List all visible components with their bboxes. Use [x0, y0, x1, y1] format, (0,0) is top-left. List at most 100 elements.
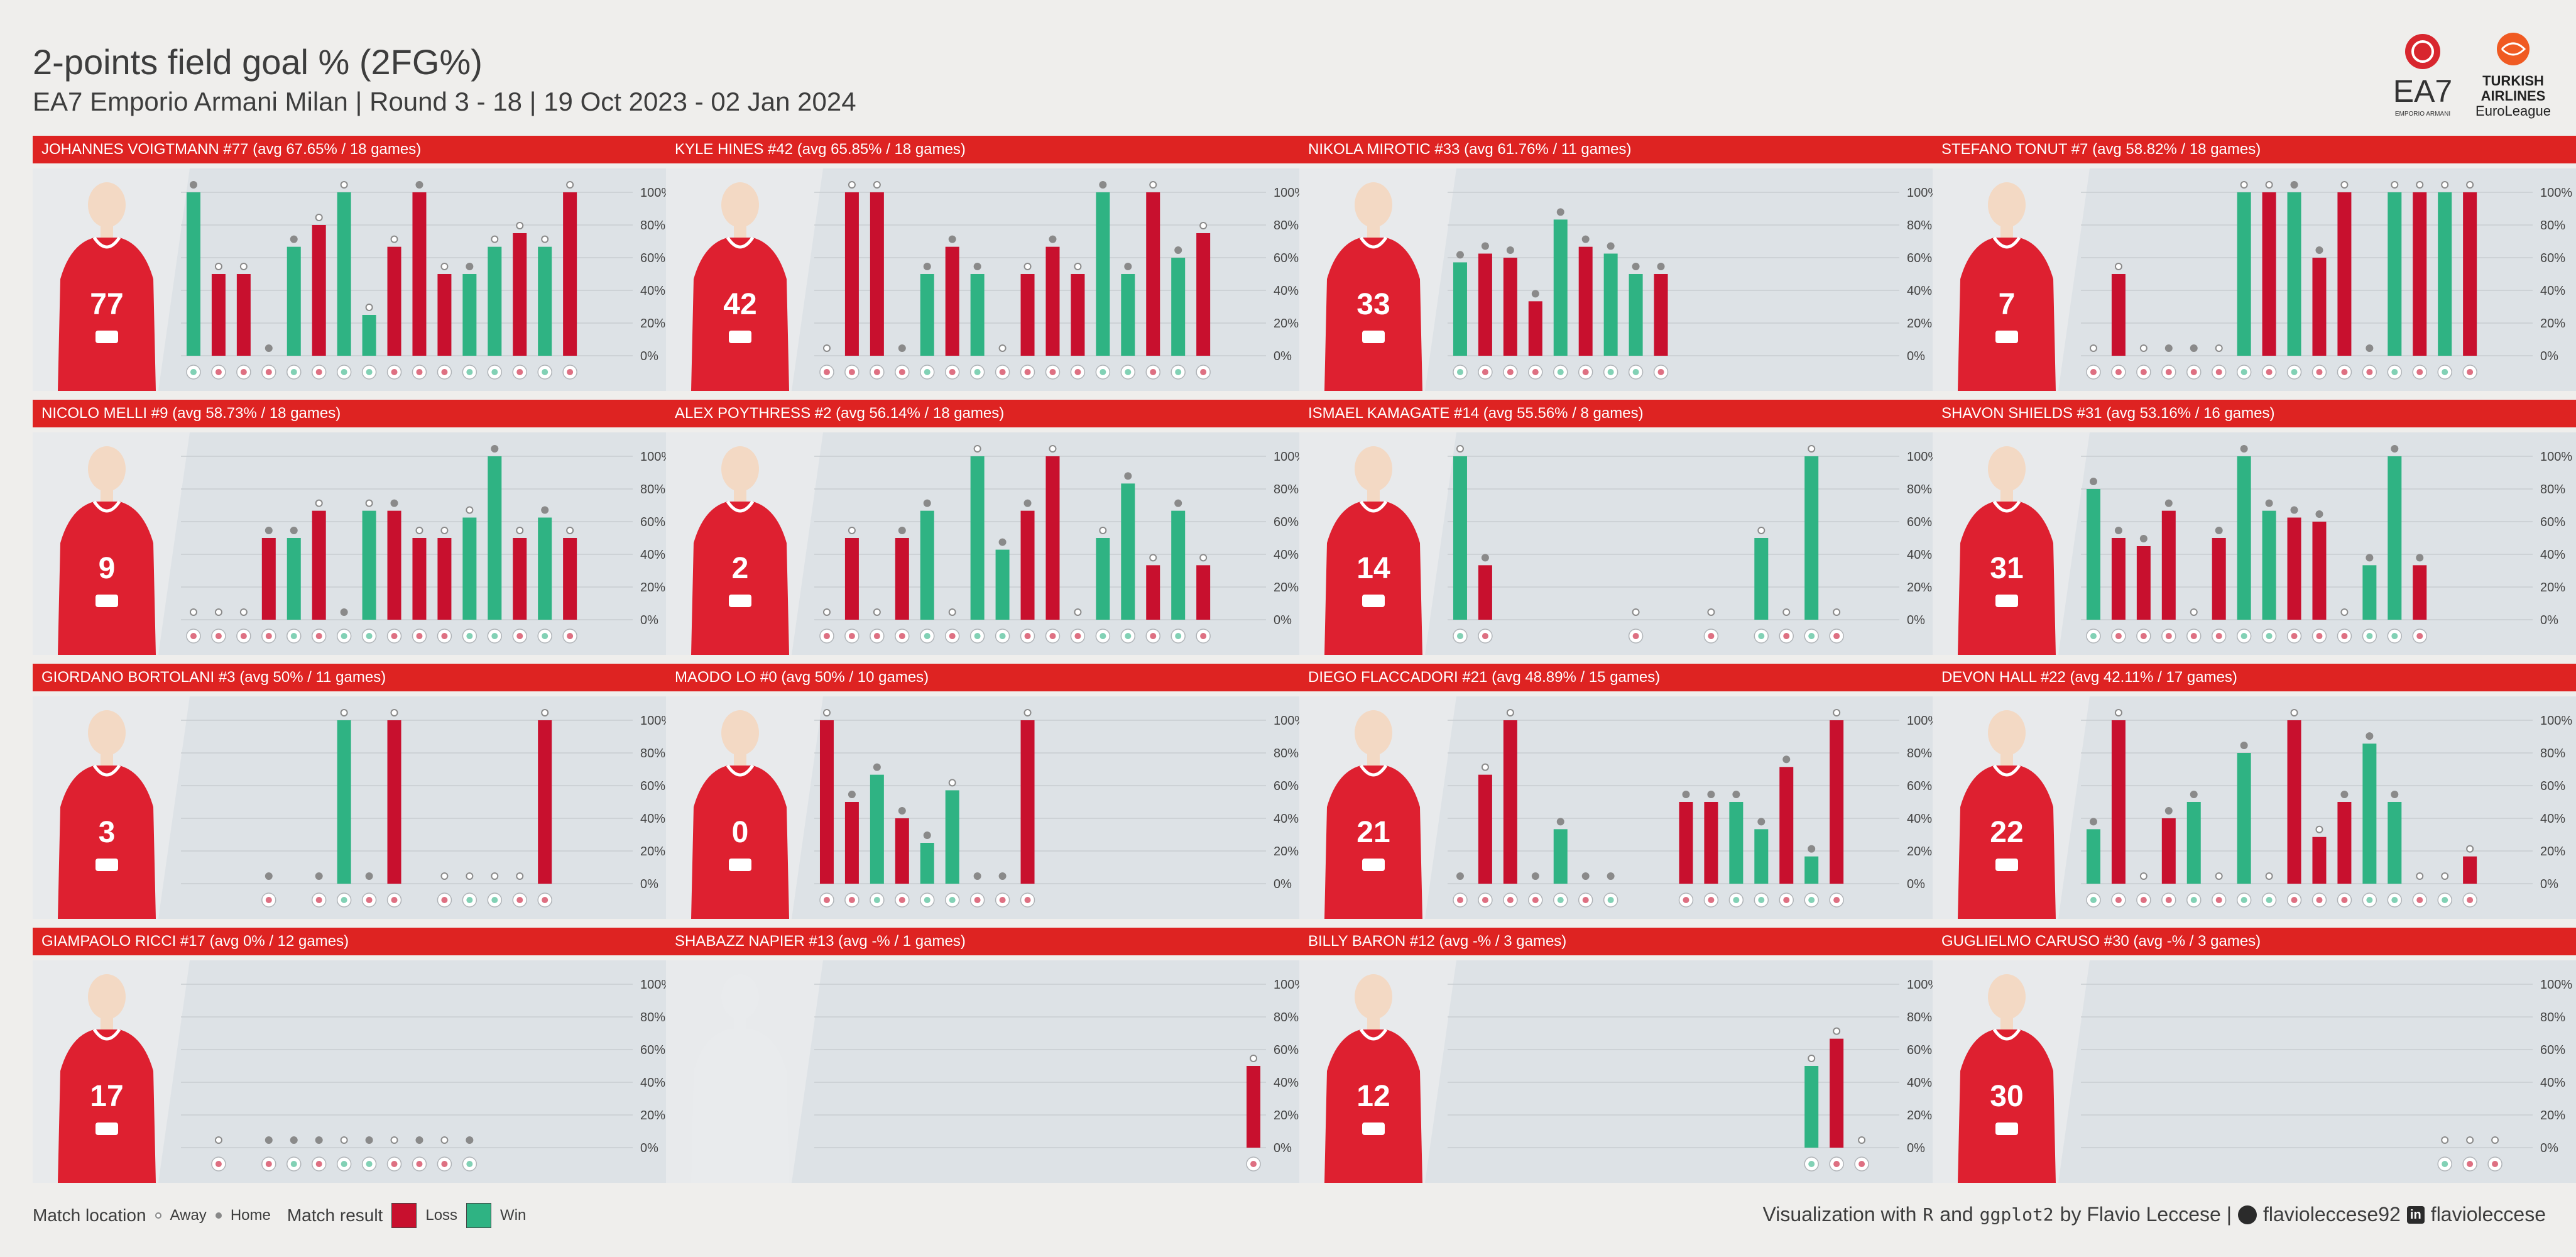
bar — [1121, 483, 1135, 620]
opponent-logo-mark — [1557, 897, 1564, 903]
opponent-logo-mark — [1200, 633, 1207, 639]
bar — [2262, 192, 2276, 356]
player-jersey — [58, 1029, 156, 1183]
home-marker — [898, 344, 906, 352]
panel-plot: 14 0% 20% 40% 60% 80% 100% — [1299, 432, 1953, 655]
home-marker — [2366, 732, 2374, 740]
y-tick-label: 100% — [2540, 186, 2572, 200]
bar — [312, 225, 326, 356]
opponent-logo-mark — [2366, 369, 2373, 375]
github-handle[interactable]: flavioleccese92 — [2263, 1203, 2401, 1226]
y-tick-label: 40% — [1274, 812, 1299, 826]
away-marker — [340, 709, 348, 716]
away-marker — [1049, 445, 1057, 453]
linkedin-handle[interactable]: flavioleccese — [2430, 1203, 2546, 1226]
opponent-logo-mark — [2416, 897, 2423, 903]
panel-plot: 33 0% 20% 40% 60% 80% 100% — [1299, 168, 1953, 391]
y-tick-label: 40% — [1274, 1076, 1299, 1090]
opponent-logo-mark — [2341, 633, 2348, 639]
player-head — [1988, 710, 2026, 755]
away-marker — [566, 527, 574, 534]
panel-plot: 17 0% 20% 40% 60% 80% 100% — [33, 960, 686, 1183]
opponent-logo-mark — [1557, 369, 1564, 375]
jersey-number: 12 — [1356, 1080, 1390, 1113]
bar — [1453, 456, 1467, 620]
jersey-collar — [726, 500, 755, 513]
bar — [337, 720, 351, 884]
plot-background — [158, 960, 686, 1183]
opponent-logo-mark — [290, 369, 297, 375]
away-marker — [1782, 608, 1791, 616]
player-panel: DIEGO FLACCADORI #21 (avg 48.89% / 15 ga… — [1299, 664, 1953, 919]
home-marker — [265, 344, 273, 352]
opponent-logo-mark — [2115, 369, 2122, 375]
opponent-logo-mark — [466, 369, 473, 375]
home-marker — [2240, 445, 2248, 453]
opponent-logo-mark — [516, 633, 523, 639]
home-marker — [2340, 791, 2349, 798]
opponent-logo-mark — [2140, 633, 2147, 639]
home-marker — [2139, 535, 2148, 542]
legend-result-title: Match result — [287, 1205, 383, 1225]
panel-plot: 9 0% 20% 40% 60% 80% 100% — [33, 432, 686, 655]
y-tick-label: 0% — [2540, 349, 2558, 363]
home-marker — [2366, 344, 2374, 352]
jersey-collar — [1359, 236, 1388, 249]
opponent-logo-mark — [898, 369, 905, 375]
bar — [538, 517, 552, 620]
opponent-logo-mark — [391, 369, 398, 375]
away-marker — [873, 608, 881, 616]
y-tick-label: 0% — [1907, 877, 1925, 891]
bar — [362, 315, 376, 356]
bar — [1453, 262, 1467, 356]
y-tick-label: 60% — [2540, 515, 2565, 529]
opponent-logo-mark — [924, 369, 931, 375]
home-marker — [1506, 246, 1514, 254]
legend: Match location Away Home Match result Lo… — [33, 1203, 526, 1228]
opponent-logo-mark — [2240, 633, 2247, 639]
player-jersey — [1958, 766, 2056, 919]
opponent-logo-mark — [240, 369, 247, 375]
opponent-logo-mark — [2165, 897, 2172, 903]
y-tick-label: 100% — [1274, 714, 1306, 728]
opponent-logo-mark — [190, 633, 197, 639]
home-marker — [2164, 807, 2173, 815]
away-marker — [2114, 709, 2122, 716]
panel-chart: 0 0% 20% 40% 60% 80% 100% — [666, 696, 1319, 919]
player-photo: 42 — [691, 182, 789, 391]
opponent-logo-mark — [1683, 897, 1689, 903]
away-marker — [2114, 263, 2122, 270]
away-marker — [948, 779, 956, 787]
panel-chart: 12 0% 20% 40% 60% 80% 100% — [1299, 960, 1953, 1183]
opponent-logo-mark — [924, 897, 931, 903]
opponent-logo-mark — [1532, 897, 1539, 903]
opponent-logo-mark — [1074, 369, 1081, 375]
linkedin-icon: in — [2406, 1205, 2425, 1224]
player-head — [1355, 446, 1392, 491]
opponent-logo-mark — [2467, 369, 2474, 375]
away-marker — [1833, 608, 1841, 616]
opponent-logo-mark — [1024, 369, 1031, 375]
opponent-logo-mark — [949, 633, 956, 639]
bar — [462, 274, 477, 356]
panel-plot: 22 0% 20% 40% 60% 80% 100% — [1933, 696, 2576, 919]
opponent-logo-mark — [999, 369, 1006, 375]
opponent-logo-mark — [949, 369, 956, 375]
away-marker — [948, 608, 956, 616]
y-tick-label: 60% — [640, 779, 665, 793]
opponent-logo-mark — [999, 633, 1006, 639]
opponent-logo-mark — [1758, 897, 1765, 903]
opponent-logo-mark — [1833, 897, 1840, 903]
home-marker — [2215, 527, 2223, 534]
jersey-collar — [1359, 1028, 1388, 1041]
legend-win-label: Win — [500, 1207, 527, 1224]
panel-chart: 30 0% 20% 40% 60% 80% 100% — [1933, 960, 2576, 1183]
panel-chart: 9 0% 20% 40% 60% 80% 100% — [33, 432, 686, 655]
y-tick-label: 80% — [1274, 219, 1299, 233]
bar — [2312, 837, 2327, 884]
y-tick-label: 60% — [1907, 779, 1932, 793]
home-marker — [898, 527, 906, 534]
opponent-logo-mark — [1100, 369, 1106, 375]
home-marker — [2391, 445, 2399, 453]
bar — [1729, 802, 1744, 884]
